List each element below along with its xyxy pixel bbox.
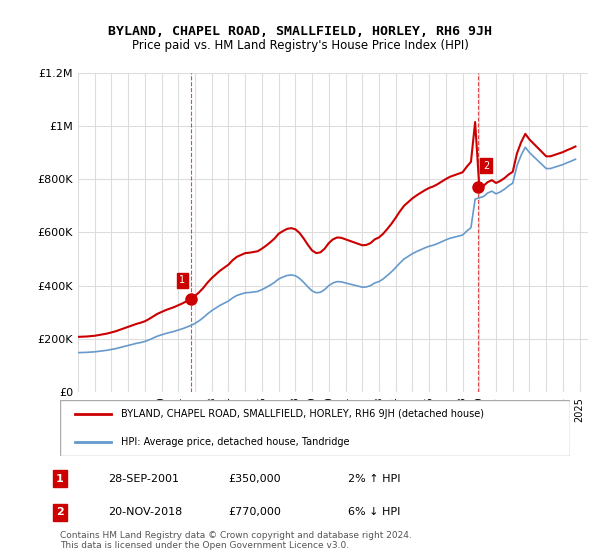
FancyBboxPatch shape [60, 400, 570, 456]
Text: 1: 1 [56, 474, 64, 484]
Text: £770,000: £770,000 [228, 507, 281, 517]
Text: Contains HM Land Registry data © Crown copyright and database right 2024.
This d: Contains HM Land Registry data © Crown c… [60, 530, 412, 550]
Text: 2% ↑ HPI: 2% ↑ HPI [348, 474, 401, 484]
Text: Price paid vs. HM Land Registry's House Price Index (HPI): Price paid vs. HM Land Registry's House … [131, 39, 469, 52]
Text: BYLAND, CHAPEL ROAD, SMALLFIELD, HORLEY, RH6 9JH (detached house): BYLAND, CHAPEL ROAD, SMALLFIELD, HORLEY,… [121, 409, 484, 419]
Text: 20-NOV-2018: 20-NOV-2018 [108, 507, 182, 517]
Text: 2: 2 [56, 507, 64, 517]
Text: 6% ↓ HPI: 6% ↓ HPI [348, 507, 400, 517]
Text: 28-SEP-2001: 28-SEP-2001 [108, 474, 179, 484]
Text: BYLAND, CHAPEL ROAD, SMALLFIELD, HORLEY, RH6 9JH: BYLAND, CHAPEL ROAD, SMALLFIELD, HORLEY,… [108, 25, 492, 38]
Text: £350,000: £350,000 [228, 474, 281, 484]
Text: HPI: Average price, detached house, Tandridge: HPI: Average price, detached house, Tand… [121, 437, 350, 447]
Text: 2: 2 [483, 161, 489, 171]
Text: 1: 1 [179, 276, 185, 285]
